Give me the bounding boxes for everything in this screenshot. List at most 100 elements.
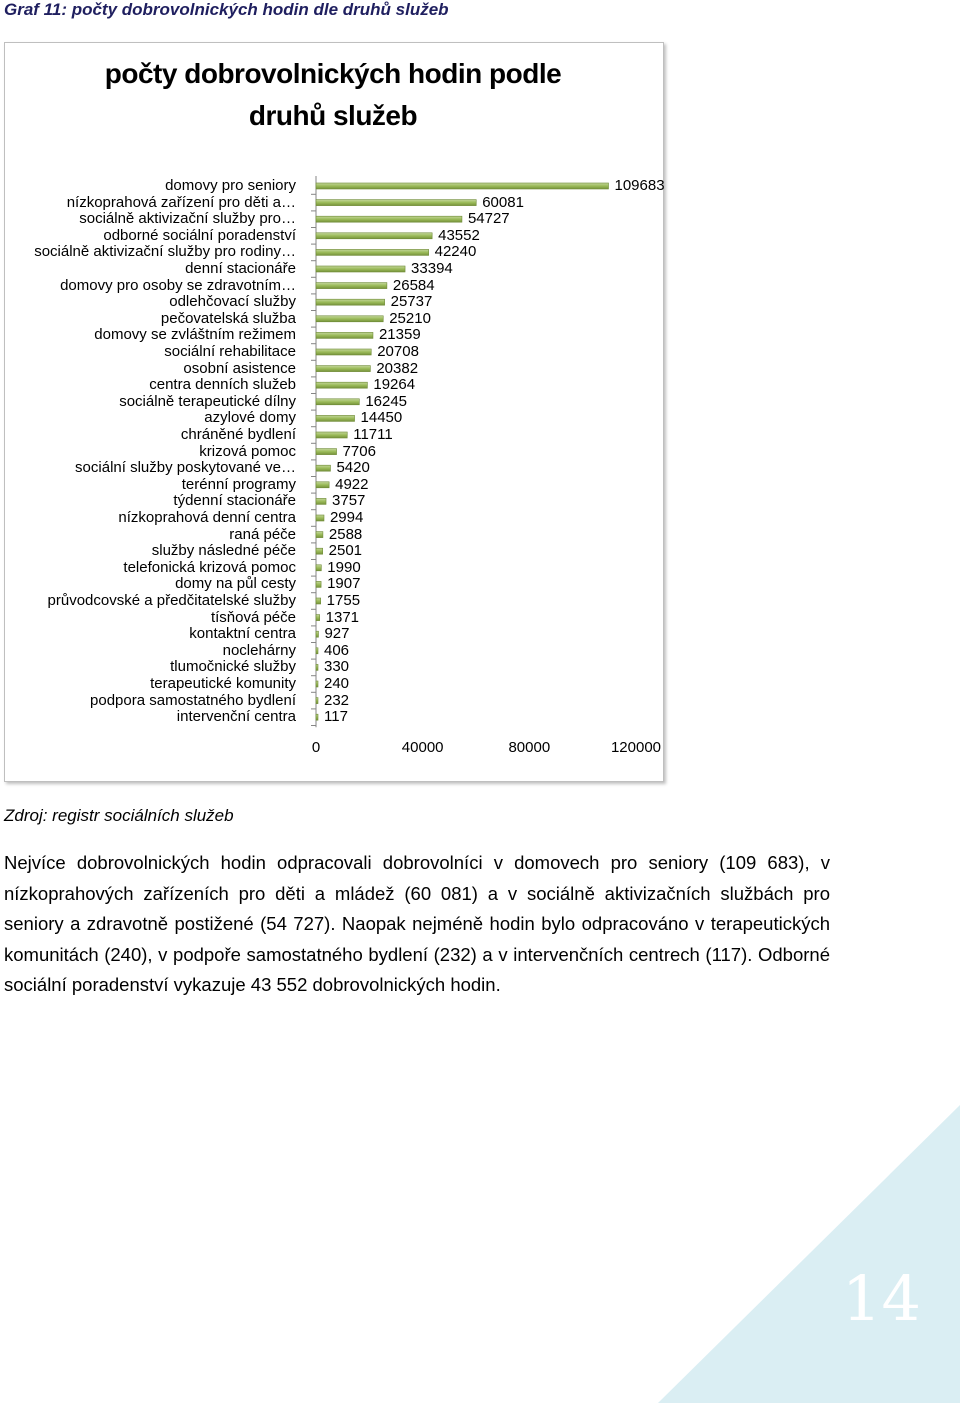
- bar: [315, 381, 368, 389]
- value-label: 2501: [328, 542, 363, 560]
- category-label: sociální služby poskytované ve…: [75, 459, 296, 477]
- bar: [315, 332, 374, 339]
- value-label: 240: [324, 675, 350, 692]
- value-label: 1371: [325, 608, 360, 626]
- category-label: týdenní stacionáře: [173, 492, 296, 510]
- bar: [315, 630, 319, 638]
- category-label: terénní programy: [181, 475, 296, 493]
- bar-chart-svg: [311, 176, 609, 728]
- bar: [315, 448, 337, 455]
- bar: [315, 647, 319, 655]
- bar: [315, 249, 429, 256]
- x-tick-label: 0: [311, 739, 321, 756]
- value-label: 4922: [335, 475, 369, 493]
- category-label: nízkoprahová denní centra: [118, 509, 296, 526]
- value-label: 117: [324, 708, 348, 726]
- x-tick-label: 40000: [401, 739, 444, 756]
- value-label: 20382: [376, 359, 419, 377]
- bar: [315, 547, 323, 555]
- category-label: azylové domy: [204, 409, 296, 427]
- category-label: terapeutické komunity: [150, 675, 296, 692]
- value-label: 14450: [360, 409, 403, 427]
- chart-title-line1: počty dobrovolnických hodin podle: [104, 58, 562, 89]
- x-tick-label: 120000: [610, 739, 662, 756]
- value-label: 109683: [614, 177, 665, 194]
- value-label: 25210: [389, 309, 431, 327]
- bar: [315, 464, 331, 472]
- category-label: centra denních služeb: [149, 376, 296, 394]
- category-label: kontaktní centra: [189, 625, 296, 643]
- category-label: odborné sociální poradenství: [103, 226, 296, 244]
- bar: [315, 398, 360, 406]
- category-label: krizová pomoc: [199, 442, 296, 460]
- value-label: 26584: [392, 276, 435, 294]
- bar: [315, 415, 355, 422]
- value-label: 54727: [467, 210, 510, 228]
- bar: [315, 531, 324, 538]
- value-label: 2588: [328, 525, 363, 543]
- value-label: 60081: [482, 193, 524, 211]
- category-label: nízkoprahová zařízení pro děti a…: [66, 193, 296, 211]
- value-label: 406: [324, 641, 350, 659]
- category-label: osobní asistence: [183, 359, 296, 377]
- category-label: sociálně aktivizační služby pro rodiny…: [34, 243, 296, 261]
- source-note: Zdroj: registr sociálních služeb: [4, 806, 234, 825]
- category-label: pečovatelská služba: [160, 309, 296, 327]
- value-label: 21359: [378, 326, 421, 344]
- value-label: 25737: [390, 293, 433, 311]
- bar: [315, 514, 325, 522]
- category-label: telefonická krizová pomoc: [123, 558, 296, 576]
- bar: [315, 215, 463, 223]
- bar: [315, 232, 433, 240]
- bar: [315, 597, 321, 605]
- value-label: 1907: [327, 575, 361, 593]
- value-label: 7706: [342, 442, 376, 460]
- value-label: 20708: [377, 343, 419, 360]
- category-label: domovy pro seniory: [165, 177, 296, 194]
- category-label: sociálně aktivizační služby pro…: [79, 210, 296, 228]
- bar: [315, 481, 330, 489]
- bar: [315, 315, 384, 323]
- figure-caption: Graf 11: počty dobrovolnických hodin dle…: [4, 0, 449, 19]
- bar: [315, 713, 319, 721]
- value-label: 3757: [332, 492, 366, 510]
- value-label: 16245: [365, 392, 408, 410]
- category-label: raná péče: [229, 525, 296, 543]
- body-paragraph: Nejvíce dobrovolnických hodin odpracoval…: [4, 852, 830, 996]
- bar: [315, 365, 371, 372]
- bar: [315, 182, 609, 190]
- bar: [315, 498, 327, 505]
- bar: [315, 298, 385, 306]
- value-label: 5420: [336, 459, 370, 477]
- value-label: 1990: [327, 558, 361, 576]
- category-label: odlehčovací služby: [169, 293, 296, 311]
- value-label: 927: [324, 625, 350, 643]
- category-label: podpora samostatného bydlení: [90, 691, 296, 709]
- bar: [315, 680, 319, 688]
- value-label: 11711: [353, 426, 393, 443]
- bar: [315, 664, 319, 671]
- bar: [315, 199, 477, 206]
- x-tick-label: 80000: [508, 739, 551, 756]
- bar: [315, 265, 406, 273]
- value-label: 43552: [438, 226, 480, 244]
- bar: [315, 564, 322, 572]
- value-label: 2994: [329, 509, 364, 526]
- bar: [315, 431, 348, 439]
- value-label: 19264: [373, 376, 416, 394]
- chart-title-line2: druhů služeb: [248, 100, 418, 131]
- bar: [315, 614, 320, 621]
- bar: [315, 348, 372, 356]
- category-label: služby následné péče: [151, 542, 296, 560]
- category-label: intervenční centra: [176, 708, 296, 726]
- page-number: 14: [842, 1262, 921, 1335]
- value-label: 42240: [434, 243, 477, 261]
- category-label: denní stacionáře: [185, 260, 296, 277]
- category-label: tísňová péče: [210, 608, 296, 626]
- category-label: chráněné bydlení: [180, 426, 296, 443]
- bar: [315, 697, 319, 704]
- value-label: 1755: [326, 592, 361, 609]
- category-label: noclehárny: [222, 641, 296, 659]
- value-label: 33394: [411, 260, 453, 277]
- bar: [315, 581, 322, 588]
